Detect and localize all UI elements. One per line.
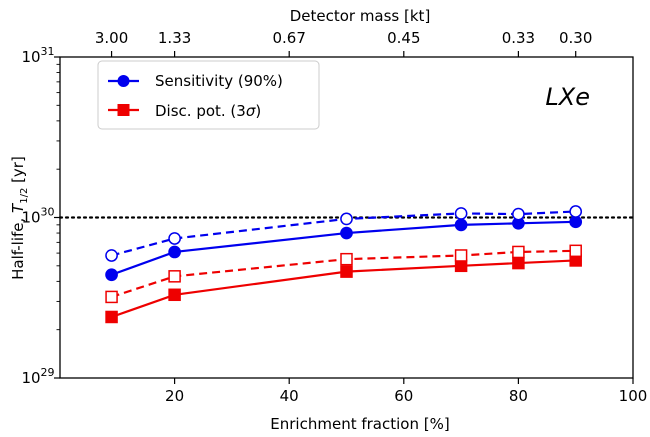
series-0-point: [168, 245, 181, 259]
x-tick-label: 40: [280, 387, 299, 405]
series-3-point: [340, 252, 353, 266]
series-3-point: [105, 290, 118, 304]
legend-discovery-label: Disc. pot. (3σ): [155, 102, 261, 120]
x-tick-label: 80: [509, 387, 528, 405]
top-tick-label: 1.33: [158, 29, 191, 47]
axes-layer: 20 40 60 80 100 3.00 1.33 0.67 0.45 0.33 0.30 1029 1…: [21, 29, 647, 405]
x-tick-label: 20: [165, 387, 184, 405]
x-tick-label: 100: [619, 387, 648, 405]
legend-discovery-marker: [117, 104, 130, 116]
series-1-point: [454, 207, 468, 220]
series-0-point: [340, 226, 353, 240]
series-3-point: [168, 270, 181, 283]
series-0-point: [105, 268, 118, 282]
legend: Sensitivity (90%) Disc. pot. (3σ): [97, 60, 320, 130]
lxe-annotation: LXe: [545, 83, 590, 111]
series-3-point: [512, 245, 525, 259]
x-tick-label: 60: [394, 387, 413, 405]
legend-sensitivity-label: Sensitivity (90%): [155, 72, 283, 90]
series-1-point: [569, 205, 583, 218]
series-2-point: [105, 310, 118, 324]
y-tick-label: 1029: [21, 366, 54, 387]
series-1-point: [340, 212, 353, 226]
top-tick-label: 0.30: [559, 29, 592, 47]
y-axis-title: Half-life, T1/2 [yr]: [9, 156, 30, 280]
series-2-point: [512, 256, 525, 270]
series-2-line: [111, 259, 576, 319]
x-axis-title: Enrichment fraction [%]: [270, 415, 449, 433]
series-1-point: [168, 232, 181, 245]
y-tick-label: 1031: [21, 45, 54, 66]
y-tick-label: 1030: [21, 206, 54, 227]
series-0-line: [111, 220, 576, 276]
series-1-point: [105, 249, 118, 262]
series-0-point: [454, 218, 468, 232]
series-3-line: [111, 249, 576, 298]
series-2-point: [340, 265, 353, 278]
series-3-point: [569, 244, 582, 258]
series-1-line: [111, 210, 576, 257]
series-2-point: [168, 288, 181, 302]
top-tick-label: 0.67: [272, 29, 305, 47]
top-tick-label: 0.45: [387, 29, 420, 47]
series-3-point: [454, 249, 468, 262]
legend-sensitivity-marker: [117, 75, 130, 87]
series-0-point: [569, 215, 583, 229]
top-tick-label: 0.33: [502, 29, 535, 47]
series-layer: [105, 205, 583, 324]
top-axis-title: Detector mass [kt]: [290, 7, 431, 25]
top-tick-label: 3.00: [95, 29, 128, 47]
series-2-point: [454, 259, 468, 273]
legend-box: [97, 60, 320, 130]
series-1-point: [512, 207, 525, 221]
